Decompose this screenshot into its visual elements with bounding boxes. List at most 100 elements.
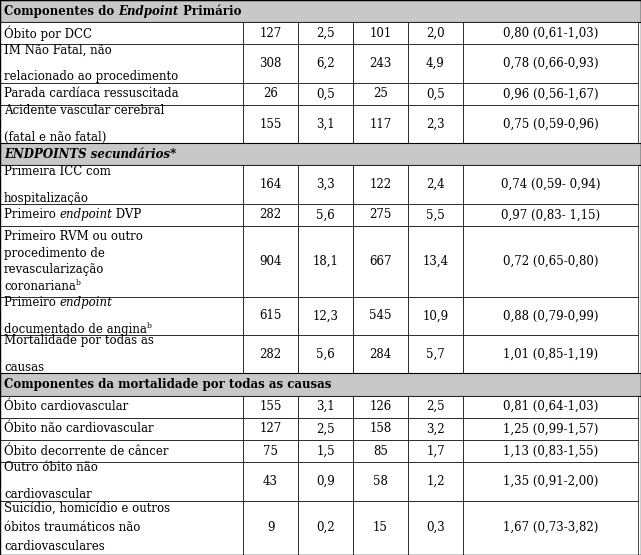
Bar — [298, 204, 353, 226]
Text: 1,2: 1,2 — [426, 475, 445, 488]
Bar — [353, 335, 408, 374]
Text: Primeira ICC com: Primeira ICC com — [4, 165, 111, 178]
Text: 15: 15 — [373, 521, 388, 534]
Bar — [298, 418, 353, 440]
Text: 667: 667 — [369, 255, 392, 268]
Text: 0,78 (0,66-0,93): 0,78 (0,66-0,93) — [503, 57, 598, 70]
Bar — [463, 297, 638, 335]
Bar — [0, 335, 243, 374]
Text: Acidente vascular cerebral: Acidente vascular cerebral — [4, 104, 164, 117]
Bar — [298, 44, 353, 83]
Text: Óbito não cardiovascular: Óbito não cardiovascular — [4, 422, 154, 435]
Text: 2,3: 2,3 — [426, 118, 445, 130]
Bar — [243, 335, 298, 374]
Bar — [408, 462, 463, 501]
Text: 26: 26 — [263, 87, 278, 100]
Text: 0,9: 0,9 — [316, 475, 335, 488]
Bar — [463, 105, 638, 143]
Text: 0,81 (0,64-1,03): 0,81 (0,64-1,03) — [503, 400, 598, 413]
Text: 0,75 (0,59-0,96): 0,75 (0,59-0,96) — [503, 118, 599, 130]
Text: 1,5: 1,5 — [316, 445, 335, 457]
Text: 155: 155 — [260, 118, 281, 130]
Bar — [298, 226, 353, 297]
Text: 615: 615 — [260, 309, 281, 322]
Bar — [353, 226, 408, 297]
Bar — [243, 226, 298, 297]
Bar — [408, 22, 463, 44]
Bar — [0, 440, 243, 462]
Text: 3,1: 3,1 — [316, 118, 335, 130]
Text: 101: 101 — [369, 27, 392, 40]
Bar — [243, 396, 298, 418]
Bar — [463, 226, 638, 297]
Text: 904: 904 — [259, 255, 282, 268]
Bar — [298, 297, 353, 335]
Text: documentado de angina: documentado de angina — [4, 323, 147, 336]
Text: Mortalidade por todas as: Mortalidade por todas as — [4, 334, 154, 347]
Bar — [353, 22, 408, 44]
Bar — [353, 501, 408, 555]
Text: 43: 43 — [263, 475, 278, 488]
Bar — [408, 204, 463, 226]
Text: relacionado ao procedimento: relacionado ao procedimento — [4, 70, 178, 83]
Bar — [0, 204, 243, 226]
Text: (fatal e não fatal): (fatal e não fatal) — [4, 131, 106, 144]
Bar — [408, 44, 463, 83]
Text: Parada cardíaca ressuscitada: Parada cardíaca ressuscitada — [4, 87, 179, 100]
Text: 308: 308 — [260, 57, 281, 70]
Bar — [408, 105, 463, 143]
Text: 58: 58 — [373, 475, 388, 488]
Text: 3,1: 3,1 — [316, 400, 335, 413]
Bar — [298, 501, 353, 555]
Text: b: b — [147, 322, 152, 330]
Text: 4,9: 4,9 — [426, 57, 445, 70]
Text: 0,5: 0,5 — [426, 87, 445, 100]
Text: DVP: DVP — [113, 209, 142, 221]
Text: 2,5: 2,5 — [426, 400, 445, 413]
Bar — [0, 105, 243, 143]
Bar — [353, 165, 408, 204]
Bar — [408, 297, 463, 335]
Text: coronariana: coronariana — [4, 280, 76, 292]
Bar — [353, 396, 408, 418]
Bar — [243, 501, 298, 555]
Bar — [408, 440, 463, 462]
Text: 117: 117 — [369, 118, 392, 130]
Text: 0,97 (0,83- 1,15): 0,97 (0,83- 1,15) — [501, 209, 600, 221]
Text: 5,5: 5,5 — [426, 209, 445, 221]
Bar — [353, 297, 408, 335]
Bar — [0, 226, 243, 297]
Text: Componentes do: Componentes do — [4, 4, 119, 18]
Text: 1,35 (0,91-2,00): 1,35 (0,91-2,00) — [503, 475, 598, 488]
Bar — [243, 22, 298, 44]
Bar — [0, 143, 641, 165]
Bar — [408, 335, 463, 374]
Bar — [463, 462, 638, 501]
Text: 275: 275 — [369, 209, 392, 221]
Text: 126: 126 — [369, 400, 392, 413]
Bar — [298, 165, 353, 204]
Text: cardiovasculares: cardiovasculares — [4, 541, 104, 553]
Bar — [353, 83, 408, 105]
Bar — [408, 165, 463, 204]
Bar — [298, 22, 353, 44]
Bar — [408, 396, 463, 418]
Text: hospitalização: hospitalização — [4, 191, 89, 205]
Text: 5,7: 5,7 — [426, 347, 445, 361]
Text: causas: causas — [4, 361, 44, 374]
Text: 5,6: 5,6 — [316, 347, 335, 361]
Text: 243: 243 — [369, 57, 392, 70]
Bar — [298, 462, 353, 501]
Text: 3,3: 3,3 — [316, 178, 335, 191]
Bar — [408, 226, 463, 297]
Bar — [353, 44, 408, 83]
Text: procedimento de: procedimento de — [4, 246, 105, 260]
Bar — [463, 396, 638, 418]
Text: 25: 25 — [373, 87, 388, 100]
Text: 0,2: 0,2 — [316, 521, 335, 534]
Text: 158: 158 — [369, 422, 392, 435]
Text: Primeiro RVM ou outro: Primeiro RVM ou outro — [4, 230, 143, 243]
Text: 0,72 (0,65-0,80): 0,72 (0,65-0,80) — [503, 255, 598, 268]
Text: cardiovascular: cardiovascular — [4, 488, 92, 501]
Bar — [463, 83, 638, 105]
